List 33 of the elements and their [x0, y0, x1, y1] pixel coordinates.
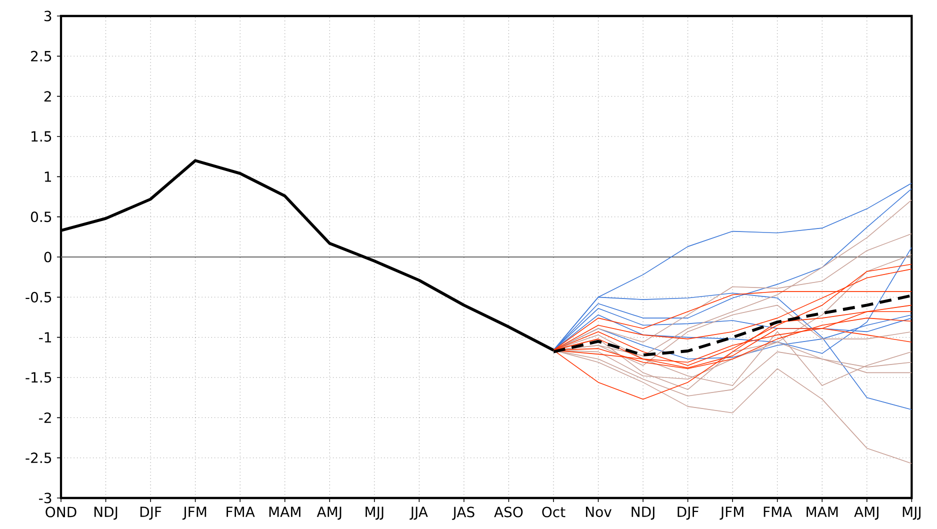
x-tick-label: ASO — [494, 506, 523, 518]
x-tick-label: FMA — [764, 506, 792, 517]
y-tick-label: 2.5 — [31, 50, 52, 62]
x-tick-label: DJF — [140, 506, 162, 520]
x-tick-label: JAS — [452, 506, 474, 520]
x-tick-label: FMA — [226, 506, 255, 517]
y-tick-label: -0.5 — [26, 292, 52, 302]
y-tick-label: 3 — [44, 10, 52, 22]
y-tick-label: 0.5 — [30, 212, 52, 222]
x-tick-label: OND — [46, 506, 76, 518]
x-tick-label: JFM — [720, 506, 744, 520]
x-tick-label: MJJ — [902, 506, 920, 520]
x-tick-label: AMJ — [316, 506, 342, 520]
y-tick-label: -2.5 — [26, 452, 52, 464]
y-tick-label: 1 — [44, 172, 51, 182]
y-tick-label: 0 — [44, 252, 52, 262]
x-tick-label: MAM — [806, 506, 838, 517]
x-tick-label: NDJ — [94, 506, 118, 520]
x-tick-label: AMJ — [854, 506, 878, 520]
y-tick-label: 1.5 — [32, 131, 52, 142]
x-tick-label: NDJ — [632, 506, 654, 520]
x-tick-label: MAM — [269, 506, 300, 517]
x-tick-label: DJF — [678, 506, 698, 520]
y-tick-label: -2 — [39, 412, 51, 423]
x-tick-label: JFM — [182, 506, 206, 520]
x-tick-label: JJA — [410, 506, 428, 520]
y-tick-label: -1.5 — [26, 372, 52, 383]
x-tick-label: Nov — [586, 506, 612, 518]
y-tick-label: -3 — [39, 492, 52, 504]
y-tick-label: 2 — [44, 91, 51, 102]
x-tick-label: MJJ — [366, 506, 384, 520]
x-tick-label: Oct — [542, 506, 566, 518]
y-tick-label: -1 — [39, 332, 51, 342]
